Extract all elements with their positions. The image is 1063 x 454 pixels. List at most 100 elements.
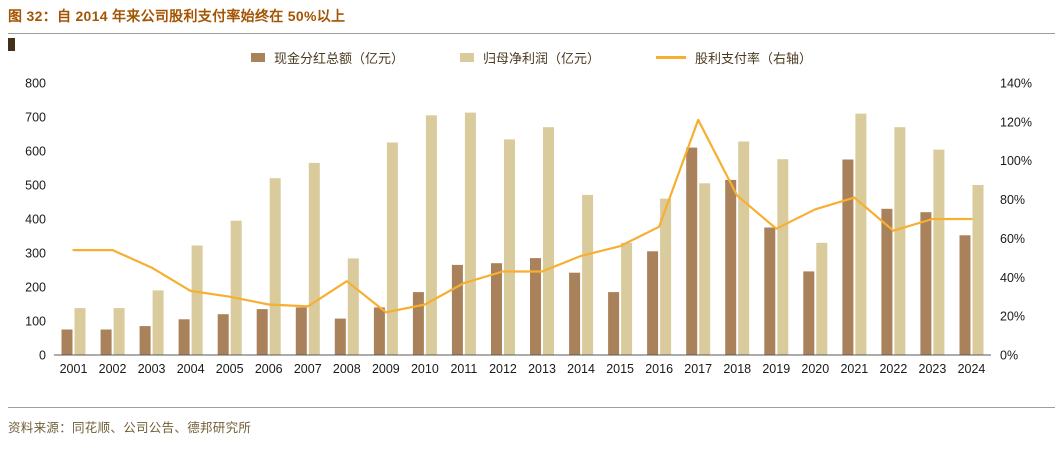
source-note: 资料来源：同花顺、公司公告、德邦研究所: [8, 421, 252, 435]
x-axis-label: 2024: [958, 362, 986, 376]
cash-dividend-bar: [608, 292, 620, 355]
net-profit-bar: [972, 185, 984, 355]
net-profit-bar: [660, 198, 672, 355]
net-profit-bar: [308, 162, 320, 355]
x-axis-label: 2018: [723, 362, 751, 376]
net-profit-bar: [777, 159, 789, 355]
net-profit-bar: [269, 178, 281, 355]
x-axis-label: 2017: [684, 362, 712, 376]
right-axis-tick: 60%: [1000, 232, 1025, 246]
chart-legend: 现金分红总额（亿元） 归母净利润（亿元） 股利支付率（右轴）: [8, 48, 1055, 67]
left-axis-tick: 500: [25, 179, 46, 193]
net-profit-bar: [582, 194, 594, 355]
chart-canvas: 0 100 200 300 400 500 600 700 800 0% 20% 40% 60% 80% 1…: [25, 77, 1032, 376]
net-profit-bar: [425, 115, 437, 355]
x-axis-label: 2015: [606, 362, 634, 376]
net-profit-bar: [191, 245, 203, 355]
cash-dividend-bar: [803, 271, 815, 355]
cash-dividend-bar: [178, 319, 190, 355]
net-profit-bar: [621, 242, 633, 355]
x-axis-label: 2009: [372, 362, 400, 376]
left-axis-tick: 800: [25, 77, 46, 91]
x-axis-label: 2010: [411, 362, 439, 376]
x-axis-label: 2021: [840, 362, 868, 376]
net-profit-bar: [113, 308, 125, 355]
cash-dividend-bar: [295, 307, 307, 355]
x-axis-label: 2011: [450, 362, 477, 376]
legend-item-cash-dividend: 现金分红总额（亿元）: [250, 48, 404, 67]
cash-dividend-bar: [256, 309, 268, 355]
x-axis-label: 2007: [294, 362, 322, 376]
legend-label-payout-ratio: 股利支付率（右轴）: [695, 51, 813, 66]
net-profit-bar: [738, 141, 750, 355]
net-profit-bar: [152, 290, 164, 355]
net-profit-bar: [464, 112, 476, 355]
cash-dividend-bar: [412, 292, 424, 355]
net-profit-bar: [347, 258, 359, 355]
payout-ratio-line: [72, 118, 973, 314]
net-profit-bar: [74, 308, 86, 355]
payout-ratio-line-swatch: [656, 56, 686, 59]
net-profit-bar: [230, 220, 242, 355]
x-axis-label: 2008: [333, 362, 361, 376]
cash-dividend-bar: [881, 208, 893, 355]
cash-dividend-bar: [959, 235, 971, 355]
left-axis-tick: 0: [39, 349, 46, 363]
net-profit-bar: [933, 149, 945, 355]
right-axis-tick: 40%: [1000, 271, 1025, 285]
cash-dividend-bar: [100, 329, 112, 355]
cash-dividend-bar: [217, 314, 229, 355]
cash-dividend-bar: [491, 263, 502, 355]
x-axis-label: 2014: [567, 362, 595, 376]
x-axis-label: 2019: [762, 362, 790, 376]
right-axis-tick: 120%: [1000, 115, 1032, 129]
x-axis-label: 2023: [919, 362, 947, 376]
left-axis-tick: 600: [25, 145, 46, 159]
cash-dividend-bar: [686, 147, 698, 355]
cash-dividend-swatch: [250, 53, 265, 62]
x-axis-label: 2002: [99, 362, 127, 376]
cash-dividend-bar: [647, 251, 659, 355]
right-axis-tick: 140%: [1000, 77, 1032, 91]
net-profit-bar: [386, 142, 398, 355]
cash-dividend-bar: [451, 264, 463, 355]
cash-dividend-bar: [920, 212, 932, 355]
cash-dividend-bar: [764, 227, 776, 355]
x-axis-label: 2001: [60, 362, 88, 376]
left-axis-tick: 700: [25, 111, 46, 125]
net-profit-swatch: [459, 53, 474, 62]
left-axis-tick: 300: [25, 247, 46, 261]
right-axis-tick: 0%: [1000, 349, 1018, 363]
x-axis-label: 2012: [489, 362, 517, 376]
x-axis-label: 2016: [645, 362, 673, 376]
figure-title: 图 32：自 2014 年来公司股利支付率始终在 50%以上: [8, 8, 346, 24]
cash-dividend-bar: [725, 179, 737, 355]
cash-dividend-bar: [569, 272, 581, 355]
net-profit-bar: [543, 127, 554, 355]
legend-label-net-profit: 归母净利润（亿元）: [482, 51, 600, 66]
legend-item-payout-ratio: 股利支付率（右轴）: [656, 48, 812, 67]
cash-dividend-bar: [334, 318, 346, 355]
cash-dividend-bar: [842, 159, 854, 355]
left-axis-tick: 100: [25, 315, 46, 329]
cash-dividend-bar: [61, 329, 73, 355]
net-profit-bar: [504, 139, 515, 355]
cash-dividend-bar: [373, 307, 385, 355]
legend-item-net-profit: 归母净利润（亿元）: [459, 48, 600, 67]
x-axis-label: 2005: [216, 362, 244, 376]
top-divider: [8, 33, 1055, 34]
right-axis-tick: 20%: [1000, 310, 1025, 324]
cash-dividend-bar: [530, 258, 541, 355]
section-marker: [8, 38, 15, 51]
cash-dividend-bar: [139, 326, 151, 355]
x-axis-label: 2006: [255, 362, 283, 376]
net-profit-bar: [816, 242, 828, 355]
net-profit-bar: [699, 183, 711, 355]
x-axis-label: 2003: [138, 362, 166, 376]
right-axis-tick: 100%: [1000, 154, 1032, 168]
left-axis-tick: 400: [25, 213, 46, 227]
net-profit-bar: [894, 127, 906, 355]
left-axis-tick: 200: [25, 281, 46, 295]
x-axis-label: 2020: [801, 362, 829, 376]
